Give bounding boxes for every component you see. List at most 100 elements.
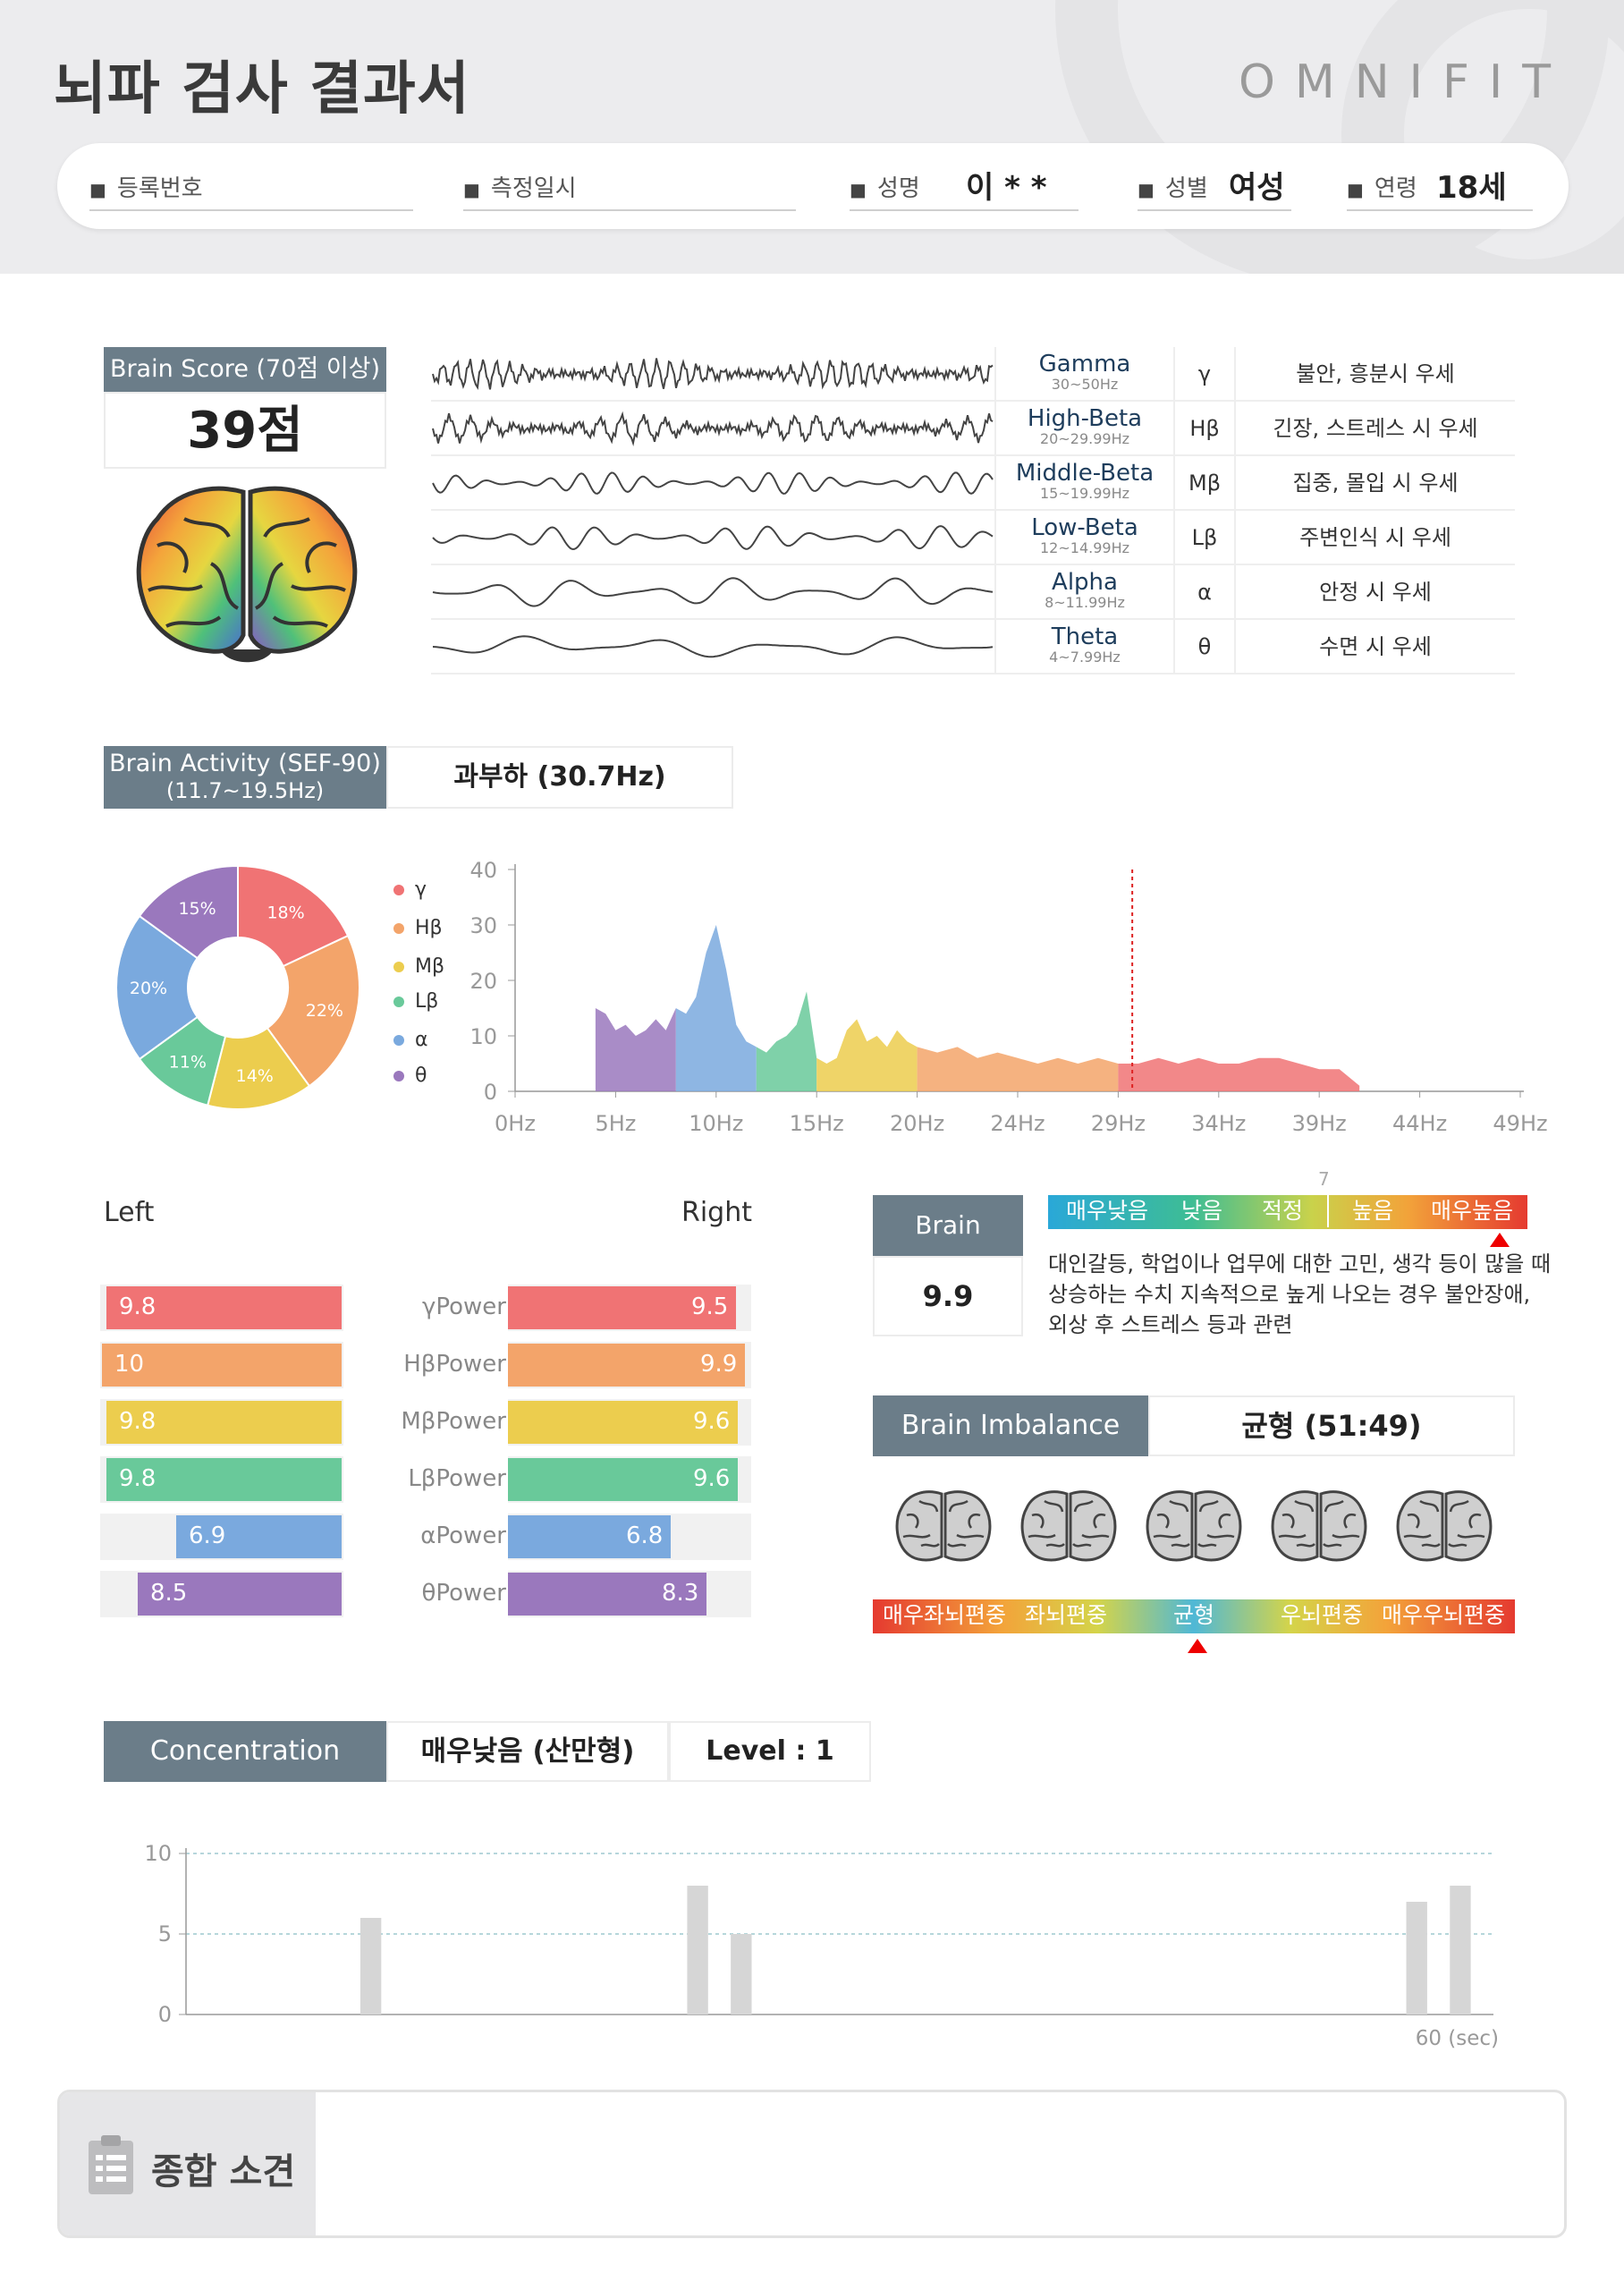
imbalance-scale-label: 우뇌편중: [1280, 1602, 1363, 1628]
legend-label: Lβ: [415, 990, 439, 1013]
right-power-value: 6.8: [626, 1522, 664, 1549]
brain-activity-title: Brain Activity (SEF-90): [109, 750, 381, 777]
gamma-wave: [432, 358, 994, 390]
spectrum-band-area: [917, 1047, 1119, 1091]
imbalance-scale-label: 균형: [1172, 1602, 1214, 1628]
x-tick-label: 34Hz: [1191, 1111, 1246, 1136]
left-power-value: 10: [114, 1351, 145, 1378]
stress-scale-label: 적정: [1261, 1198, 1303, 1224]
wave-name: Gamma: [1038, 351, 1131, 377]
theta-wave: [432, 635, 994, 658]
wave-row-high-beta: High-Beta 20~29.99Hz Hβ 긴장, 스트레스 시 우세: [431, 402, 1515, 456]
spectrum-band-area: [675, 925, 757, 1091]
concentration-bar: [731, 1934, 752, 2014]
spectrum-band-area: [756, 991, 817, 1091]
x-tick-label: 29Hz: [1091, 1111, 1146, 1136]
concentration-bar: [1450, 1886, 1471, 2014]
stress-marker-icon: [1490, 1233, 1510, 1247]
x-tick-label: 49Hz: [1493, 1111, 1547, 1136]
legend-item: θ: [393, 1064, 427, 1087]
wave-description: 주변인식 시 우세: [1234, 511, 1515, 565]
stress-desc-line: 대인갈등, 학업이나 업무에 대한 고민, 생각 등이 많을 때: [1048, 1251, 1552, 1276]
right-power-bar: [508, 1458, 738, 1501]
wave-name: Theta: [1051, 623, 1119, 650]
left-power-value: 6.9: [189, 1522, 226, 1549]
wave-row-middle-beta: Middle-Beta 15~19.99Hz Mβ 집중, 몰입 시 우세: [431, 456, 1515, 511]
left-power-bar: [176, 1515, 342, 1558]
wave-description: 불안, 흥분시 우세: [1234, 347, 1515, 402]
brain-icon: [1396, 1490, 1493, 1562]
brain-activity-range: (11.7~19.5Hz): [165, 778, 325, 803]
brain-icon: [136, 486, 358, 663]
age-value: 18세: [1436, 170, 1507, 206]
wave-name: Low-Beta: [1031, 514, 1138, 541]
wave-row-gamma: Gamma 30~50Hz γ 불안, 흥분시 우세: [431, 347, 1515, 402]
concentration-bar: [1406, 1902, 1427, 2014]
brain-activity-label: Brain Activity (SEF-90) (11.7~19.5Hz): [104, 746, 386, 809]
summary-label-box: 종합 소견: [60, 2092, 316, 2235]
brain-imbalance-label: Brain Imbalance: [873, 1395, 1148, 1456]
patient-info-bar: 등록번호 측정일시 성명 이 * * 성별 여성 연령 18세: [57, 143, 1569, 229]
name-field: 성명 이 * *: [850, 161, 1078, 211]
low-beta-wave: [432, 525, 994, 550]
legend-dot: [393, 923, 404, 934]
right-power-value: 8.3: [662, 1580, 699, 1607]
brain-icon: [1020, 1490, 1117, 1562]
legend-dot: [393, 1071, 404, 1081]
power-name: HβPower: [403, 1351, 506, 1378]
power-name: LβPower: [408, 1465, 506, 1492]
pie-slice-label: 15%: [178, 899, 216, 919]
brain-score-value: 39점: [104, 392, 386, 469]
y-tick-label: 30: [469, 913, 497, 938]
brain-icon: [1146, 1490, 1242, 1562]
stress-scale-label: 높음: [1327, 1195, 1417, 1227]
brand-logo: OMNIFIT: [1238, 55, 1570, 109]
clipboard-icon: [89, 2135, 133, 2194]
high-beta-wave: [432, 411, 994, 447]
alpha-wave: [432, 577, 994, 607]
pie-slice: [266, 934, 360, 1088]
brain-icon: [895, 1490, 992, 1562]
legend-dot: [393, 885, 404, 895]
wave-description: 집중, 몰입 시 우세: [1234, 456, 1515, 511]
legend-item: Mβ: [393, 955, 444, 978]
pie-slice: [237, 864, 350, 968]
wave-row-low-beta: Low-Beta 12~14.99Hz Lβ 주변인식 시 우세: [431, 511, 1515, 565]
pie-slice-label: 20%: [130, 979, 167, 998]
spectrum-band-area: [595, 1008, 676, 1091]
x-tick-label: 20Hz: [890, 1111, 944, 1136]
left-power-value: 9.8: [119, 1465, 156, 1492]
pie-slice-label: 11%: [169, 1053, 207, 1073]
left-title: Left: [104, 1197, 155, 1228]
wave-name: Alpha: [1052, 569, 1118, 596]
wave-range: 15~19.99Hz: [1040, 485, 1129, 502]
brain-activity-value: 과부하 (30.7Hz): [386, 746, 733, 809]
y-tick-label: 10: [144, 1841, 172, 1866]
wave-description: 수면 시 우세: [1234, 620, 1515, 674]
legend-label: γ: [415, 878, 427, 901]
legend-dot: [393, 962, 404, 972]
legend-dot: [393, 1035, 404, 1046]
power-name: γPower: [422, 1293, 506, 1320]
brain-icon: [1271, 1490, 1367, 1562]
age-label: 연령: [1347, 170, 1417, 203]
right-power-bar: [508, 1401, 738, 1444]
wave-range: 20~29.99Hz: [1040, 430, 1129, 447]
legend-item: Lβ: [393, 990, 438, 1013]
registration-label: 등록번호: [89, 170, 203, 203]
page-title: 뇌파 검사 결과서: [54, 56, 470, 123]
legend-dot: [393, 997, 404, 1007]
imbalance-scale: 매우좌뇌편중 좌뇌편중 균형 우뇌편중 매우우뇌편중: [873, 1599, 1515, 1633]
legend-label: θ: [415, 1064, 427, 1087]
y-tick-label: 0: [484, 1080, 497, 1105]
brain-stress-value: 9.9: [873, 1256, 1023, 1336]
imbalance-marker-icon: [1188, 1639, 1207, 1653]
concentration-level: Level : 1: [669, 1721, 871, 1782]
wave-name: Middle-Beta: [1015, 460, 1155, 487]
stress-scale: 매우낮음 낮음 적정 높음 매우높음: [1048, 1195, 1527, 1229]
pie-slice: [115, 914, 199, 1061]
pie-slice-label: 22%: [306, 1001, 343, 1021]
name-label: 성명: [850, 170, 920, 203]
y-tick-label: 20: [469, 969, 497, 994]
imbalance-scale-label: 매우좌뇌편중: [882, 1602, 1006, 1628]
